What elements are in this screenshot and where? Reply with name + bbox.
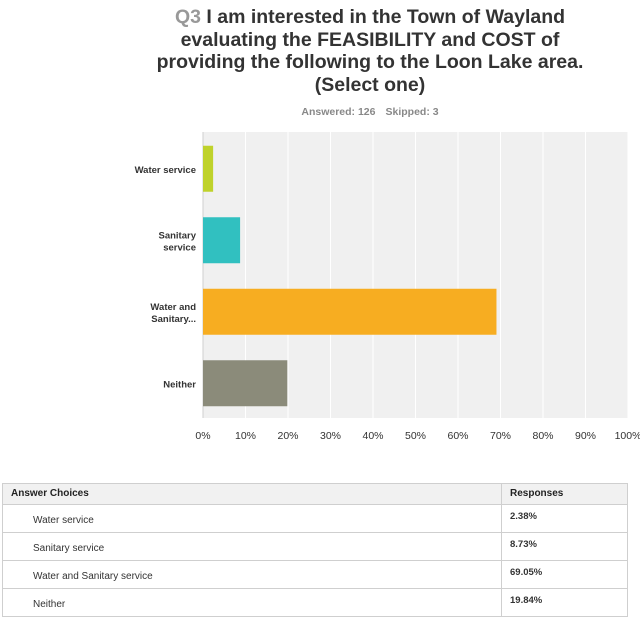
x-tick-label: 30% [320, 430, 341, 442]
category-label: Water service [135, 165, 196, 176]
question-text: I am interested in the Town of Wayland e… [156, 6, 584, 96]
table-row: Sanitary service 8.73% [2, 532, 628, 561]
question-number: Q3 [174, 6, 201, 28]
table-header-row: Answer Choices Responses [2, 483, 628, 505]
table-row: Water service 2.38% [2, 504, 628, 533]
skipped-count: Skipped: 3 [385, 106, 439, 118]
x-tick-label: 0% [195, 430, 210, 442]
answer-choice: Sanitary service [2, 532, 502, 561]
bar-chart: 0% 10% 20% 30% 40% 50% 60% 70% 80% 90% 100% Water s… [135, 132, 640, 442]
response-value: 19.84% [501, 588, 628, 617]
answered-count: Answered: 126 [301, 106, 376, 118]
bar [203, 360, 288, 407]
bar [203, 145, 214, 192]
x-tick-label: 40% [362, 430, 383, 442]
answer-choices-header: Answer Choices [2, 483, 502, 505]
x-tick-label: 60% [447, 430, 468, 442]
category-label: Water and Sanitary... [150, 302, 196, 325]
table-row: Water and Sanitary service 69.05% [2, 560, 628, 589]
chart-header: Q3 I am interested in the Town of Waylan… [150, 6, 590, 118]
response-value: 8.73% [501, 532, 628, 561]
x-tick-label: 10% [235, 430, 256, 442]
table-row: Neither 19.84% [2, 588, 628, 617]
category-label: Sanitary service [159, 230, 197, 253]
answer-table: Answer Choices Responses Water service 2… [2, 483, 628, 617]
category-label: Neither [163, 379, 196, 390]
bar [203, 217, 241, 264]
responses-header: Responses [501, 483, 628, 505]
answer-choice: Water and Sanitary service [2, 560, 502, 589]
bar [203, 288, 497, 335]
response-stats: Answered: 126 Skipped: 3 [150, 106, 590, 118]
x-tick-label: 20% [277, 430, 298, 442]
x-tick-label: 90% [575, 430, 596, 442]
answer-choice: Water service [2, 504, 502, 533]
x-tick-label: 100% [615, 430, 640, 442]
x-tick-label: 70% [490, 430, 511, 442]
answer-choice: Neither [2, 588, 502, 617]
x-tick-label: 80% [532, 430, 553, 442]
response-value: 2.38% [501, 504, 628, 533]
question-title: Q3 I am interested in the Town of Waylan… [150, 6, 590, 96]
x-tick-label: 50% [405, 430, 426, 442]
response-value: 69.05% [501, 560, 628, 589]
